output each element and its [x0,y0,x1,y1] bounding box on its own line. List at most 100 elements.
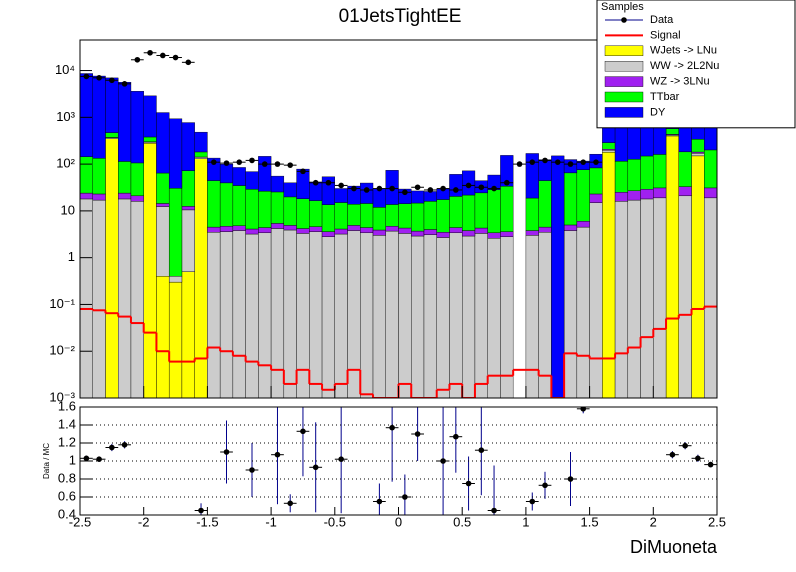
stack-segment [614,161,629,193]
stack-segment [602,151,616,398]
data-point [554,159,561,165]
x-tick-label: 0.5 [453,514,471,529]
stack-segment [678,195,692,398]
stack-segment [563,230,578,398]
data-point [274,161,281,167]
stack-segment [283,229,297,398]
stack-segment [563,172,578,226]
axes: 10⁻³10⁻²10⁻¹11010²10³10⁴0.40.60.811.21.4… [49,62,726,529]
legend-swatch [621,17,627,23]
stack-segment [270,228,285,398]
stack-segment [423,191,437,202]
data-point [172,54,179,61]
stack-segment [130,195,144,202]
stack-segment [449,174,463,197]
legend-label: TTbar [650,91,680,103]
stack-segment [245,233,259,398]
stack-segment [232,230,246,398]
ratio-frame [79,406,718,516]
stack-segment [334,228,348,235]
stack-segment [270,191,285,224]
stack-segment [525,235,539,398]
ratio-point [300,428,306,435]
stack-segment [118,198,132,398]
stack-segment [309,231,323,398]
stack-segment [181,209,195,272]
y-tick-label: 1 [69,452,76,467]
stack-segment [653,154,667,189]
stack-segment [168,276,183,283]
legend-label: Signal [650,29,681,41]
ratio-point [414,431,421,437]
data-point [427,187,434,193]
main-plot [80,49,717,398]
stack-segment [219,226,234,232]
stack-segment [334,233,348,398]
ratio-plot [80,407,717,515]
stack-segment [168,281,183,398]
main-frame [79,39,718,399]
stack-segment [436,199,450,233]
y-tick-label: 10 [61,202,75,217]
stack-segment [704,197,717,398]
data-point [83,73,90,80]
stack-segment [283,196,297,226]
stack-segment [487,238,501,398]
stack-segment [474,192,488,229]
ratio-point [121,442,128,448]
data-point [363,187,370,193]
stack-segment [640,155,654,190]
stack-segment [563,224,578,231]
legend-title: Samples [601,1,644,13]
data-point [440,185,446,192]
stack-segment [219,182,234,227]
stack-segment [614,192,629,202]
data-point [185,59,192,66]
stack-segment [181,122,195,171]
data-point [236,159,243,165]
stack-segment [156,112,170,174]
legend-label: WW -> 2L2Nu [650,60,719,72]
ratio-point [109,444,115,451]
stack-segment [462,235,476,398]
stack-segment [602,142,616,150]
legend-label: Data [650,14,674,26]
stack-segment [168,118,183,189]
stack-segment [653,197,667,398]
ratio-point [529,498,536,505]
stack-segment [296,228,310,234]
data-point [478,184,485,191]
ratio-point [338,456,344,463]
stack-segment [80,198,93,398]
stack-segment [334,202,348,230]
stack-segment [525,230,539,236]
stack-segment [372,207,386,231]
stack-segment [219,163,234,184]
stack-segment [232,225,246,231]
stack-segment [411,230,425,237]
stack-segment [678,186,692,197]
x-tick-label: -1.5 [196,514,218,529]
stack-segment [258,232,272,398]
stack-segment [92,193,106,201]
data-point [376,185,383,192]
stack-segment [258,156,272,192]
stack-segment [156,172,170,204]
stack-segment [181,206,195,211]
stack-segment [462,194,476,231]
stack-segment [372,229,386,236]
stack-segment [360,232,374,398]
ratio-point [312,464,319,471]
stack-segment [321,236,335,398]
stack-segment [207,180,221,228]
y-tick-label: 10⁻¹ [49,296,75,311]
stack-segment [462,230,476,237]
stack-segment [411,202,425,232]
stack-segment [449,196,463,228]
stack-segment [347,203,361,226]
x-axis-label: DiMuoneta [630,537,718,557]
stack-segment [80,73,93,157]
stack-segment [398,233,412,398]
stack-segment [691,155,705,398]
